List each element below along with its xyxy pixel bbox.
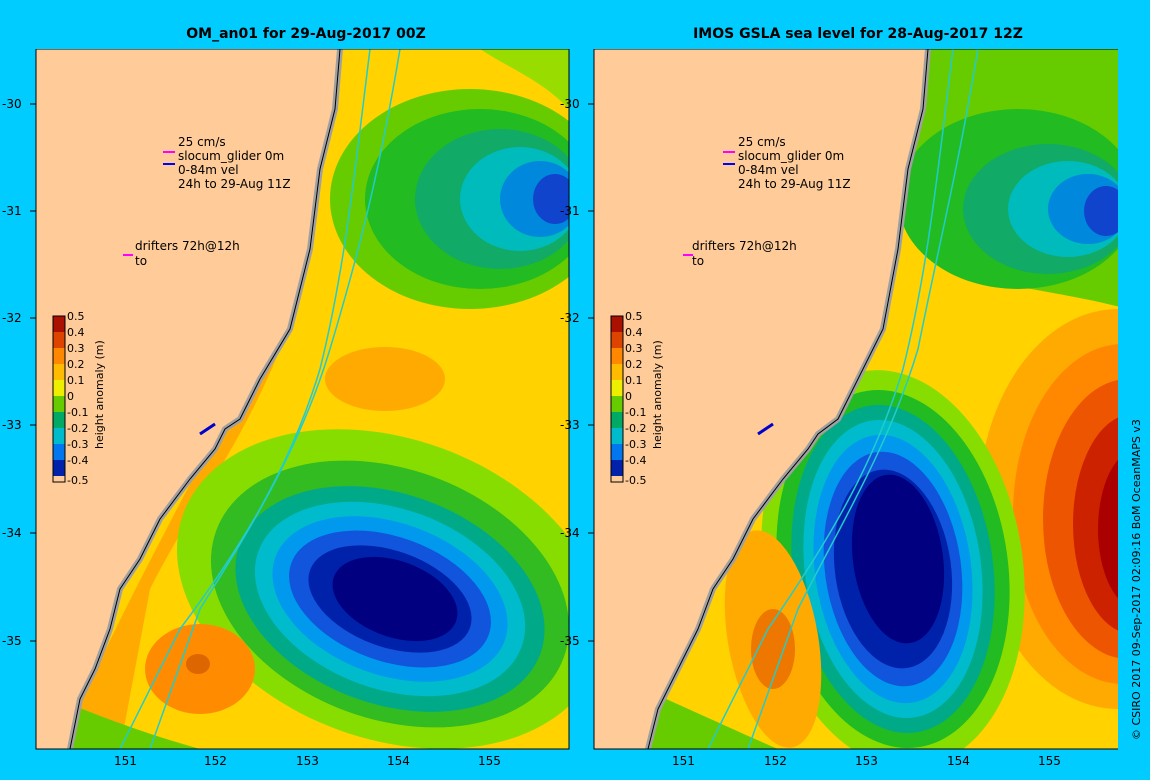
right-frame [593, 49, 1118, 750]
x-tick: 154 [947, 754, 970, 768]
x-tick: 151 [114, 754, 137, 768]
svg-text:-0.4: -0.4 [625, 454, 646, 467]
svg-text:0.3: 0.3 [625, 342, 643, 355]
y-tick: -34 [2, 526, 22, 540]
credit-text: © CSIRO 2017 09-Sep-2017 02:09:16 BoM Oc… [1130, 419, 1143, 740]
svg-text:0.4: 0.4 [67, 326, 85, 339]
left-legend: 25 cm/s slocum_glider 0m 0-84m vel 24h t… [123, 135, 291, 268]
y-tick: -31 [560, 204, 580, 218]
x-tick: 153 [296, 754, 319, 768]
svg-text:0.2: 0.2 [625, 358, 643, 371]
svg-text:-0.1: -0.1 [625, 406, 646, 419]
y-tick: -32 [2, 311, 22, 325]
y-tick: -35 [2, 634, 22, 648]
y-tick: -31 [2, 204, 22, 218]
svg-text:drifters 72h@12h: drifters 72h@12h [692, 239, 797, 253]
svg-text:height anomaly (m): height anomaly (m) [651, 340, 664, 449]
y-tick: -33 [2, 418, 22, 432]
x-tick: 152 [204, 754, 227, 768]
right-y-axis: -30 -31 -32 -33 -34 -35 [560, 97, 594, 648]
svg-text:24h to 29-Aug 11Z: 24h to 29-Aug 11Z [738, 177, 851, 191]
y-tick: -34 [560, 526, 580, 540]
svg-text:0.3: 0.3 [67, 342, 85, 355]
left-frame [35, 49, 570, 750]
x-tick: 152 [764, 754, 787, 768]
x-tick: 151 [672, 754, 695, 768]
svg-text:0.2: 0.2 [67, 358, 85, 371]
svg-text:0.1: 0.1 [625, 374, 643, 387]
svg-text:-0.3: -0.3 [625, 438, 646, 451]
svg-text:24h to 29-Aug 11Z: 24h to 29-Aug 11Z [178, 177, 291, 191]
y-tick: -35 [560, 634, 580, 648]
right-panel-title: IMOS GSLA sea level for 28-Aug-2017 12Z [693, 26, 1023, 42]
right-legend: 25 cm/s slocum_glider 0m 0-84m vel 24h t… [683, 135, 851, 268]
x-tick: 154 [387, 754, 410, 768]
right-map: -30 -31 -32 -33 -34 -35 151 152 153 154 … [560, 49, 1118, 768]
svg-text:-0.5: -0.5 [625, 474, 646, 487]
svg-text:25 cm/s: 25 cm/s [178, 135, 226, 149]
svg-text:25 cm/s: 25 cm/s [738, 135, 786, 149]
svg-text:to: to [135, 254, 147, 268]
x-tick: 155 [478, 754, 501, 768]
svg-text:slocum_glider 0m: slocum_glider 0m [738, 149, 844, 163]
left-map: -30 -31 -32 -33 -34 -35 151 152 153 154 … [2, 49, 570, 768]
green-edge-upper [480, 49, 569, 109]
y-tick: -30 [560, 97, 580, 111]
y-tick: -30 [2, 97, 22, 111]
right-colorbar: 0.5 0.4 0.3 0.2 0.1 0 -0.1 -0.2 -0.3 -0.… [610, 310, 664, 487]
right-x-axis: 151 152 153 154 155 [672, 754, 1061, 768]
svg-text:0.4: 0.4 [625, 326, 643, 339]
svg-text:-0.1: -0.1 [67, 406, 88, 419]
svg-text:-0.2: -0.2 [67, 422, 88, 435]
svg-text:-0.4: -0.4 [67, 454, 88, 467]
svg-text:0.1: 0.1 [67, 374, 85, 387]
svg-text:to: to [692, 254, 704, 268]
svg-text:-0.3: -0.3 [67, 438, 88, 451]
land [594, 49, 928, 749]
svg-text:0: 0 [67, 390, 74, 403]
svg-text:0-84m vel: 0-84m vel [738, 163, 799, 177]
left-panel-title: OM_an01 for 29-Aug-2017 00Z [186, 26, 426, 42]
svg-text:0: 0 [625, 390, 632, 403]
svg-text:slocum_glider 0m: slocum_glider 0m [178, 149, 284, 163]
y-tick: -33 [560, 418, 580, 432]
svg-text:-0.2: -0.2 [625, 422, 646, 435]
y-tick: -32 [560, 311, 580, 325]
svg-text:-0.5: -0.5 [67, 474, 88, 487]
land [36, 49, 340, 749]
left-x-axis: 151 152 153 154 155 [114, 754, 501, 768]
svg-text:height anomaly (m): height anomaly (m) [93, 340, 106, 449]
svg-text:drifters 72h@12h: drifters 72h@12h [135, 239, 240, 253]
left-colorbar: 0.5 0.4 0.3 0.2 0.1 0 -0.1 -0.2 -0.3 -0.… [52, 310, 106, 487]
left-y-axis: -30 -31 -32 -33 -34 -35 [2, 97, 36, 648]
svg-text:0-84m vel: 0-84m vel [178, 163, 239, 177]
svg-text:0.5: 0.5 [625, 310, 643, 323]
middle-warm [325, 347, 445, 411]
svg-text:0.5: 0.5 [67, 310, 85, 323]
x-tick: 153 [855, 754, 878, 768]
x-tick: 155 [1038, 754, 1061, 768]
